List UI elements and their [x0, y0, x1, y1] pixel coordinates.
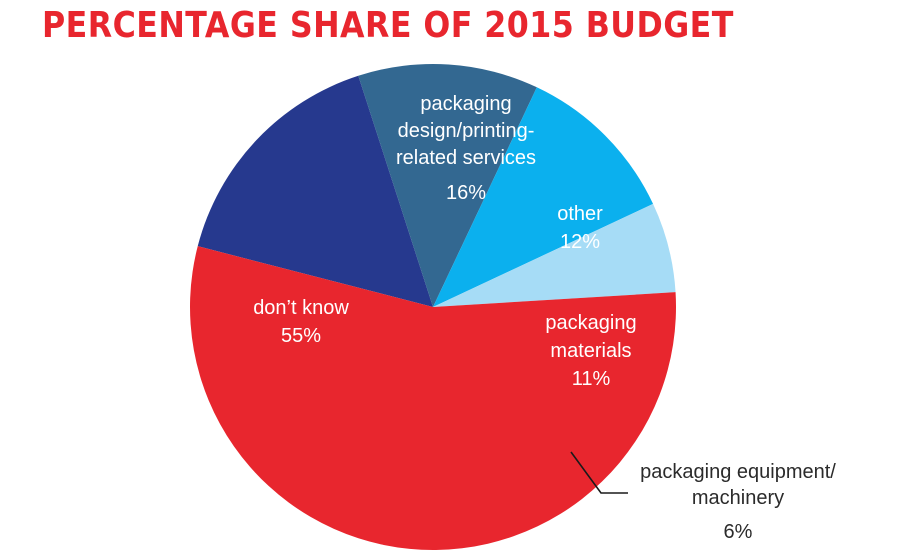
slice-value-label: 12% [560, 231, 600, 253]
pie-slice-other [358, 63, 537, 307]
slice-value-label: 16% [446, 182, 486, 204]
slice-label-materials: packaging materials 11% [545, 312, 636, 390]
slice-label-line: packaging [420, 93, 511, 115]
pie-slice-materials [433, 87, 654, 307]
pie-slice-design-services [197, 75, 433, 307]
slice-label-line: related services [396, 147, 536, 169]
slice-label-design-services: packaging design/printing-related service… [396, 93, 536, 204]
slice-label-line: packaging [545, 312, 636, 334]
slice-label-line: don’t know [253, 297, 349, 319]
pie-slice-dont-know [190, 246, 677, 550]
slice-value-label: 55% [281, 325, 321, 347]
chart-title: PERCENTAGE SHARE OF 2015 BUDGET [42, 5, 734, 46]
slice-label-line: other [557, 203, 603, 225]
slice-label-equipment: packaging equipment/machinery 6% [640, 461, 836, 543]
leader-line-equipment [570, 451, 628, 494]
slice-label-line: design/printing- [398, 120, 535, 142]
slice-label-line: packaging equipment/ [640, 461, 836, 483]
slice-label-line: materials [550, 340, 631, 362]
slice-label-other: other 12% [557, 203, 603, 253]
slice-value-label: 6% [724, 521, 753, 543]
slice-label-line: machinery [692, 487, 784, 509]
slice-value-label: 11% [572, 368, 611, 390]
pie-slice-equipment [433, 203, 676, 307]
slice-label-dont-know: don’t know 55% [253, 297, 349, 347]
